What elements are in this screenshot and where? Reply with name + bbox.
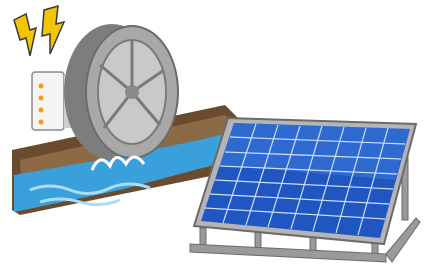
indicator bbox=[39, 108, 44, 113]
indicator bbox=[39, 84, 44, 89]
control-box bbox=[32, 72, 64, 130]
illustration bbox=[0, 0, 424, 269]
page bbox=[0, 0, 424, 269]
wheel-hub bbox=[125, 85, 139, 99]
indicator bbox=[39, 96, 44, 101]
indicator bbox=[39, 120, 44, 125]
lightning-bolt bbox=[42, 6, 64, 54]
lightning-bolt bbox=[14, 14, 36, 56]
